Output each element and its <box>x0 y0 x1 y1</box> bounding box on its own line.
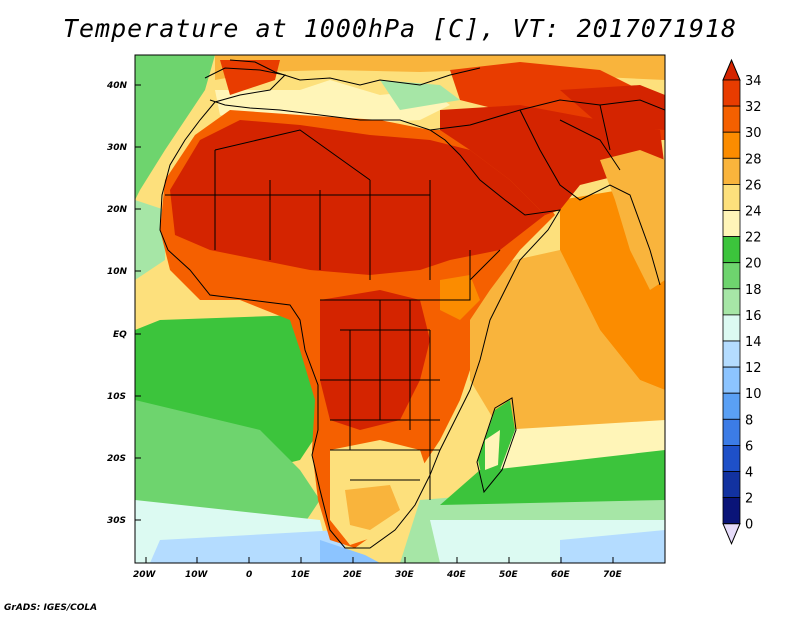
lon-label-10w: 10W <box>185 570 209 580</box>
credit-text: GrADS: IGES/COLA <box>4 603 98 613</box>
colorbar-label: 10 <box>745 387 762 402</box>
colorbar-label: 28 <box>745 152 762 167</box>
colorbar-label: 0 <box>745 518 753 533</box>
colorbar-label: 8 <box>745 413 753 428</box>
colorbar-label: 20 <box>745 257 762 272</box>
colorbar-label: 24 <box>745 205 762 220</box>
colorbar-box <box>722 288 741 316</box>
lat-label-eq: EQ <box>113 330 127 340</box>
lat-label-10s: 10S <box>107 392 126 402</box>
colorbar-box <box>722 314 741 342</box>
colorbar-label: 34 <box>745 74 762 89</box>
lon-label-20e: 20E <box>343 570 363 580</box>
lat-label-10n: 10N <box>107 267 128 277</box>
colorbar-label: 6 <box>745 439 753 454</box>
coastlines <box>159 59 665 549</box>
colorbar-box <box>722 471 741 499</box>
lon-label-60e: 60E <box>551 570 571 580</box>
lon-label-50e: 50E <box>499 570 519 580</box>
map-title: Temperature at 1000hPa [C], VT: 20170719… <box>62 14 738 43</box>
colorbar-box <box>722 418 741 446</box>
colorbar-top-arrow <box>722 58 741 81</box>
lat-label-30n: 30N <box>107 143 128 153</box>
lon-label-20w: 20W <box>133 570 157 580</box>
colorbar-label: 32 <box>745 100 762 115</box>
colorbar-box <box>722 392 741 420</box>
colorbar-box <box>722 157 741 185</box>
colorbar-box <box>722 236 741 264</box>
colorbar-box <box>722 210 741 238</box>
colorbar-label: 2 <box>745 492 753 507</box>
colorbar-box <box>722 79 741 107</box>
colorbar-label: 18 <box>745 283 762 298</box>
axis-ticks <box>135 84 614 563</box>
lon-label-10e: 10E <box>291 570 311 580</box>
colorbar-label: 30 <box>745 126 762 141</box>
colorbar-box <box>722 183 741 211</box>
colorbar-label: 16 <box>745 309 762 324</box>
temperature-field <box>135 55 665 563</box>
colorbar-box <box>722 262 741 290</box>
colorbar-label: 4 <box>745 466 753 481</box>
lat-label-20s: 20S <box>107 454 126 464</box>
colorbar-label: 14 <box>745 335 762 350</box>
colorbar-label: 22 <box>745 231 762 246</box>
lon-label-70e: 70E <box>603 570 623 580</box>
colorbar-box <box>722 444 741 472</box>
lat-label-20n: 20N <box>107 205 128 215</box>
colorbar-box <box>722 340 741 368</box>
plot-frame <box>134 54 666 564</box>
lon-label-40e: 40E <box>446 570 467 580</box>
lat-label-40n: 40N <box>106 81 128 91</box>
colorbar-box <box>722 497 741 525</box>
colorbar-label: 12 <box>745 361 762 376</box>
lon-label-30e: 30E <box>395 570 415 580</box>
colorbar-box <box>722 105 741 133</box>
lat-label-30s: 30S <box>107 516 126 526</box>
colorbar-box <box>722 131 741 159</box>
lon-label-0: 0 <box>246 570 252 580</box>
colorbar-box <box>722 366 741 394</box>
colorbar-bottom-arrow <box>722 523 741 545</box>
colorbar-label: 26 <box>745 178 762 193</box>
